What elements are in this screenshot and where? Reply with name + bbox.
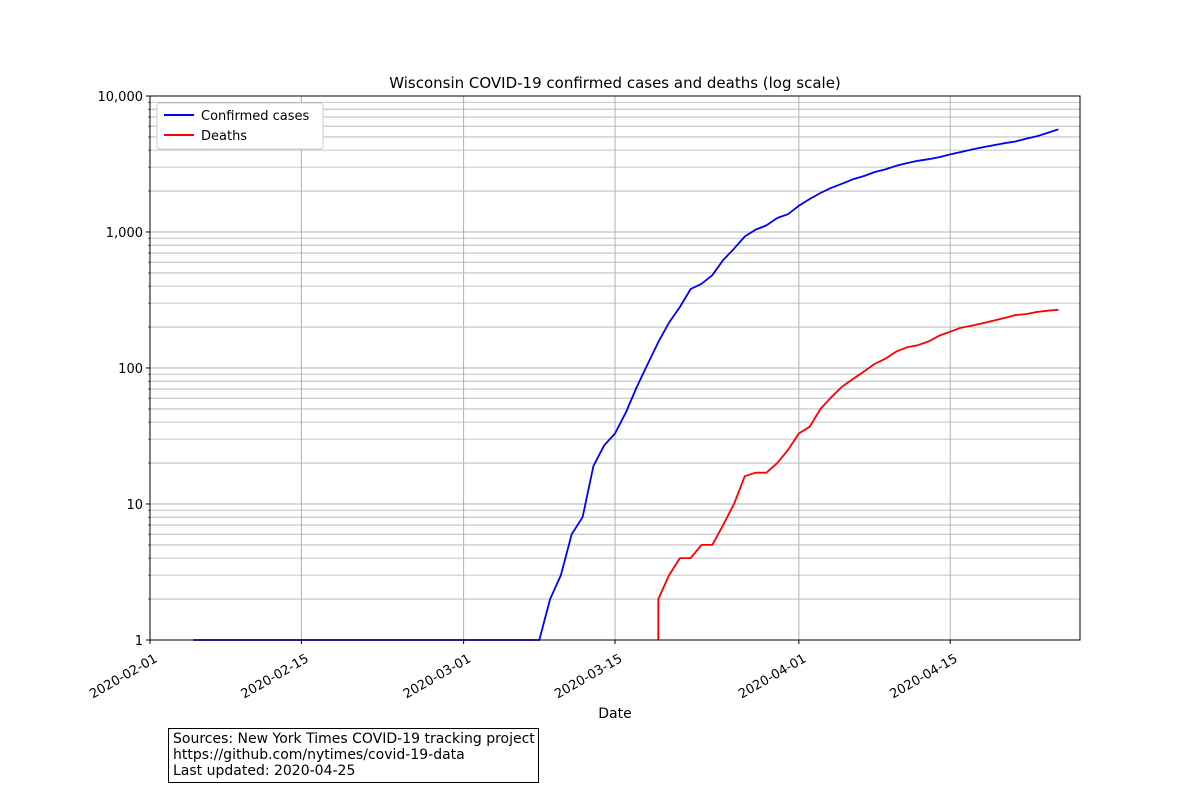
x-axis-label: Date [598,706,631,722]
chart-title: Wisconsin COVID-19 confirmed cases and d… [389,74,841,92]
source-line-sources: Sources: New York Times COVID-19 trackin… [173,731,535,747]
x-tick-label: 2020-04-01 [736,651,809,702]
y-axis: 1 10 100 1,000 10,000 [98,90,150,649]
source-note: Sources: New York Times COVID-19 trackin… [168,728,539,783]
x-tick-label: 2020-03-15 [552,651,625,702]
legend-label: Confirmed cases [201,109,310,124]
series-line-deaths [657,308,1059,640]
x-tick-label: 2020-02-01 [87,651,160,702]
x-axis: 2020-02-01 2020-02-15 2020-03-01 2020-03-15… [87,640,960,702]
x-tick-label: 2020-02-15 [239,651,312,702]
series-layer [193,128,1059,641]
legend: Confirmed cases Deaths [156,102,324,150]
y-tick-label: 100 [118,362,143,377]
legend-box [156,102,324,150]
y-tick-label: 1,000 [106,226,143,241]
source-line-updated: Last updated: 2020-04-25 [173,763,356,779]
y-tick-label: 10 [126,498,143,513]
x-tick-label: 2020-04-15 [887,651,960,702]
y-tick-label: 1 [135,634,143,649]
x-tick-label: 2020-03-01 [401,651,474,702]
series-line-confirmed-cases [193,128,1059,641]
y-tick-label: 10,000 [98,90,144,105]
legend-label: Deaths [201,129,247,144]
source-line-url: https://github.com/nytimes/covid-19-data [173,747,465,763]
